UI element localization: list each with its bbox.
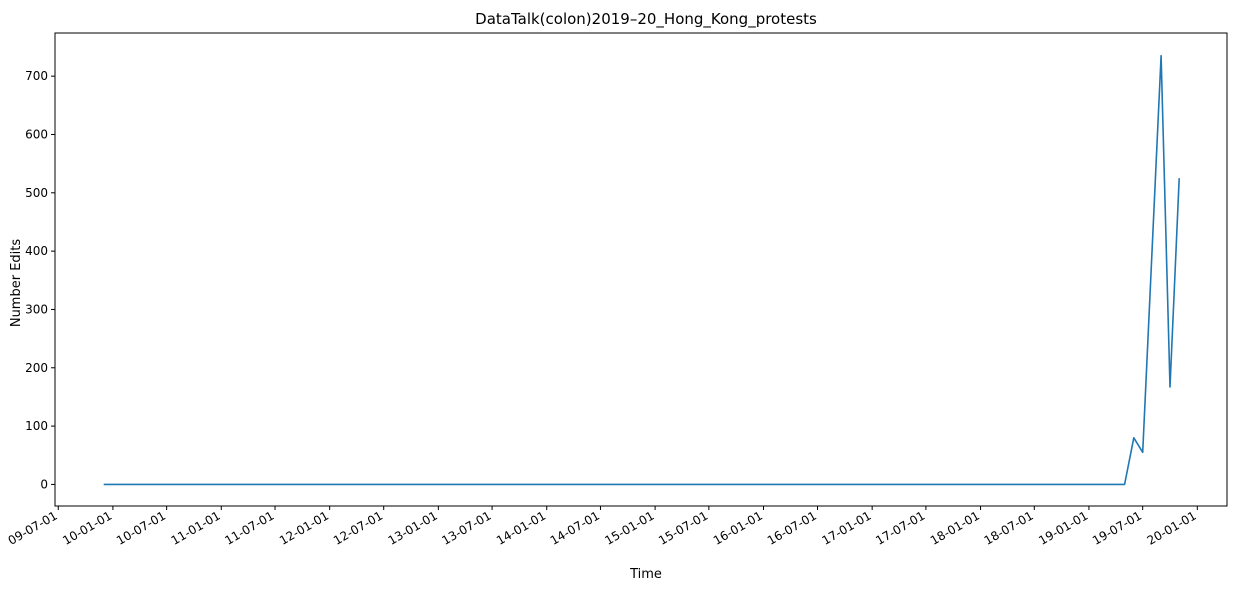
x-tick-label: 18-07-01 [982,508,1036,547]
plot-frame [54,32,1228,507]
x-tick-label: 15-07-01 [656,508,710,547]
x-tick-label: 10-07-01 [114,508,168,547]
y-tick-label: 700 [25,69,48,83]
x-tick-label: 15-01-01 [602,508,656,547]
y-tick-label: 500 [25,186,48,200]
x-tick-label: 13-01-01 [386,508,440,547]
x-tick-label: 12-01-01 [277,508,331,547]
x-tick-label: 11-07-01 [222,508,276,547]
y-axis: 0 100 200 300 400 500 600 700 [25,69,55,491]
x-tick-label: 19-01-01 [1036,508,1090,547]
x-tick-label: 09-07-01 [6,508,60,547]
x-tick-label: 10-01-01 [60,508,114,547]
x-tick-label: 14-07-01 [548,508,602,547]
x-tick-label: 12-07-01 [331,508,385,547]
x-axis-label: Time [629,567,662,582]
y-axis-label: Number Edits [9,239,24,328]
y-tick-label: 300 [25,302,48,316]
series-group [103,54,1180,486]
y-tick-label: 600 [25,127,48,141]
x-tick-label: 20-01-01 [1145,508,1199,547]
x-tick-label: 16-07-01 [765,508,819,547]
x-tick-label: 13-07-01 [439,508,493,547]
x-axis: 09-07-01 10-01-01 10-07-01 11-01-01 11-07-01… [6,506,1199,548]
y-tick-label: 200 [25,361,48,375]
x-tick-label: 11-01-01 [169,508,223,547]
x-tick-label: 17-01-01 [819,508,873,547]
y-tick-label: 400 [25,244,48,258]
series-line [103,54,1180,486]
x-tick-label: 18-01-01 [928,508,982,547]
y-tick-label: 0 [40,477,48,491]
x-tick-label: 16-01-01 [711,508,765,547]
x-tick-label: 14-01-01 [494,508,548,547]
x-tick-label: 19-07-01 [1090,508,1144,547]
x-tick-label: 17-07-01 [873,508,927,547]
y-tick-label: 100 [25,419,48,433]
chart-title: DataTalk(colon)2019–20_Hong_Kong_protest… [475,10,817,29]
